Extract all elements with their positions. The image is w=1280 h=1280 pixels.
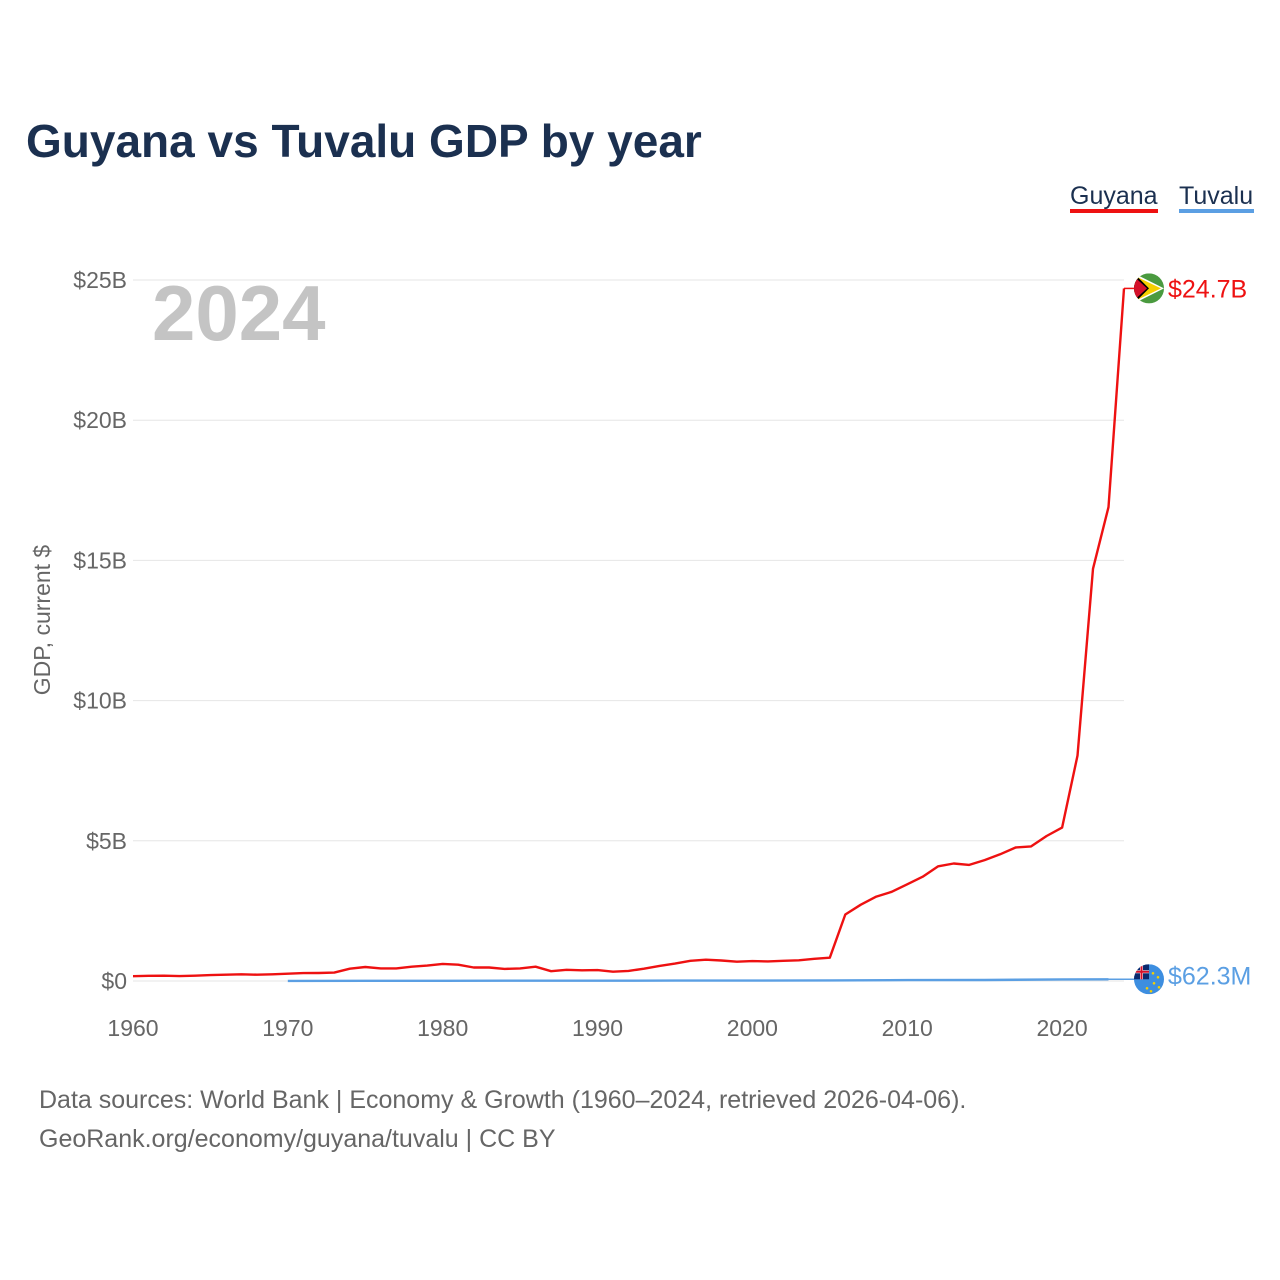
legend-swatch-tuvalu xyxy=(1179,209,1254,213)
legend-item-guyana[interactable]: Guyana xyxy=(1070,182,1158,213)
legend: Guyana Tuvalu xyxy=(1070,182,1254,213)
grid-lines xyxy=(133,279,1124,982)
chart-title: Guyana vs Tuvalu GDP by year xyxy=(26,115,702,167)
series-lines xyxy=(132,288,1126,983)
y-tick-label: $25B xyxy=(73,267,127,293)
y-tick-label: $10B xyxy=(73,688,127,714)
y-tick-label: $0 xyxy=(101,968,127,994)
series-line-tuvalu xyxy=(287,978,1109,983)
x-tick-label: 2000 xyxy=(727,1015,778,1041)
end-markers: $24.7B $62.3M xyxy=(1108,273,1251,995)
tuvalu-end-label: $62.3M xyxy=(1168,962,1251,990)
source-line-1: Data sources: World Bank | Economy & Gro… xyxy=(39,1086,966,1114)
series-line-guyana xyxy=(132,288,1126,978)
tuvalu-flag-icon xyxy=(1134,964,1164,995)
y-axis-label: GDP, current $ xyxy=(29,545,55,696)
year-watermark: 2024 xyxy=(152,269,326,357)
legend-item-tuvalu[interactable]: Tuvalu xyxy=(1179,182,1254,213)
y-tick-label: $20B xyxy=(73,407,127,433)
x-tick-label: 1980 xyxy=(417,1015,468,1041)
legend-swatch-guyana xyxy=(1070,209,1158,213)
source-line-2[interactable]: GeoRank.org/economy/guyana/tuvalu | CC B… xyxy=(39,1125,556,1153)
x-tick-label: 1970 xyxy=(262,1015,313,1041)
x-tick-label: 1960 xyxy=(107,1015,158,1041)
guyana-flag-icon xyxy=(1134,273,1164,304)
legend-label-guyana: Guyana xyxy=(1070,182,1158,210)
y-tick-label: $15B xyxy=(73,547,127,573)
x-tick-label: 2010 xyxy=(882,1015,933,1041)
x-tick-label: 2020 xyxy=(1036,1015,1087,1041)
y-axis-ticks: $0 $5B $10B $15B $20B $25B xyxy=(73,267,127,994)
y-tick-label: $5B xyxy=(86,828,127,854)
legend-label-tuvalu: Tuvalu xyxy=(1179,182,1253,210)
guyana-end-label: $24.7B xyxy=(1168,275,1247,303)
x-tick-label: 1990 xyxy=(572,1015,623,1041)
x-axis-ticks: 1960 1970 1980 1990 2000 2010 2020 xyxy=(107,1015,1087,1041)
